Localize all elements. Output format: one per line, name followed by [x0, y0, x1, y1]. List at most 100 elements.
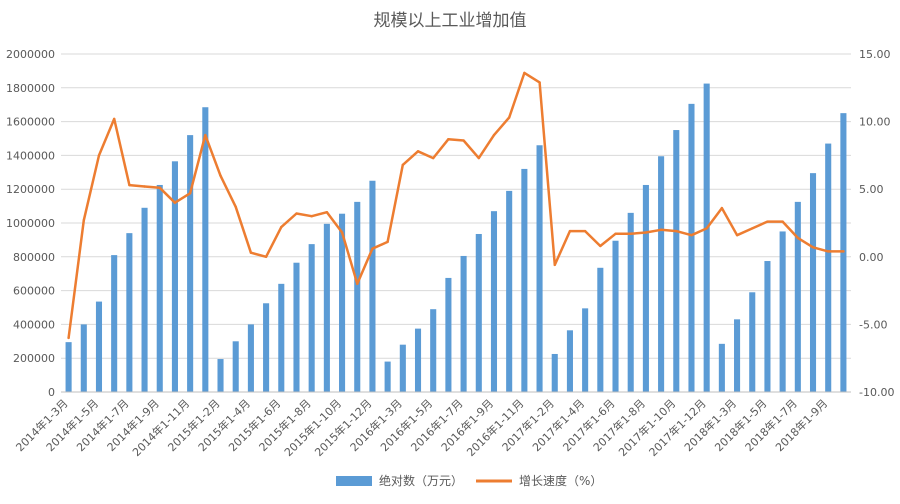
- bar: [263, 303, 270, 392]
- bar: [126, 233, 133, 392]
- left-tick-label: 400000: [13, 318, 55, 331]
- left-tick-label: 1400000: [6, 149, 55, 162]
- line-point: [356, 282, 359, 286]
- bar: [95, 301, 103, 392]
- bar: [339, 213, 346, 392]
- line-point: [477, 156, 480, 160]
- right-tick-label: 5.00: [859, 183, 884, 196]
- line-point: [188, 192, 192, 195]
- line-point: [295, 212, 298, 215]
- line-point: [675, 229, 678, 233]
- line-point: [735, 233, 739, 237]
- bar: [506, 190, 513, 392]
- line-point: [690, 233, 693, 237]
- left-tick-label: 200000: [13, 352, 55, 365]
- bar: [794, 201, 801, 392]
- bar: [749, 292, 756, 392]
- bar: [202, 107, 209, 393]
- line-point: [659, 228, 663, 231]
- bar: [354, 201, 361, 392]
- line-point: [629, 232, 632, 236]
- bar-series: [65, 83, 847, 393]
- bar: [111, 255, 118, 392]
- bar: [688, 103, 695, 392]
- x-tick-label: 2014年1-3月: [13, 396, 71, 454]
- bar: [551, 353, 558, 392]
- left-tick-label: 2000000: [6, 48, 55, 61]
- bar: [521, 168, 528, 392]
- legend-bar-swatch: [336, 476, 372, 486]
- left-tick-label: 0: [48, 386, 55, 399]
- left-tick-label: 1200000: [6, 183, 55, 196]
- x-tick-label: 2014年1-9月: [104, 396, 162, 454]
- line-point: [553, 263, 556, 267]
- line-point: [462, 139, 465, 142]
- line-series: [67, 71, 845, 340]
- bar: [308, 244, 315, 392]
- line-point: [751, 227, 754, 230]
- bar: [642, 184, 649, 392]
- bar: [734, 319, 741, 392]
- bar: [718, 343, 725, 392]
- line-point: [158, 186, 161, 190]
- bar: [779, 231, 786, 392]
- chart-title: 规模以上工业增加值: [374, 11, 527, 31]
- bar: [536, 145, 543, 392]
- bar: [80, 324, 87, 392]
- x-tick-label: 2018年1-7月: [742, 396, 800, 454]
- line-point: [766, 220, 769, 223]
- bar: [141, 207, 148, 392]
- x-tick-label: 2017年1-8月: [590, 396, 648, 454]
- x-tick-label: 2018年1-9月: [772, 396, 830, 454]
- legend-bar-label: 绝对数（万元）: [379, 473, 463, 488]
- line-point: [371, 247, 374, 250]
- right-tick-label: 0.00: [859, 251, 884, 264]
- line-point: [97, 154, 101, 157]
- x-tick-label: 2018年1-5月: [712, 396, 770, 454]
- bar: [612, 240, 619, 392]
- line-point: [340, 231, 344, 234]
- line-point: [325, 210, 329, 214]
- line-point: [234, 205, 237, 208]
- line-point: [568, 229, 572, 233]
- bar: [627, 212, 634, 392]
- left-tick-label: 600000: [13, 285, 55, 298]
- line-point: [523, 71, 526, 75]
- line-point: [614, 232, 617, 236]
- bar: [217, 359, 224, 392]
- line-point: [112, 117, 116, 121]
- x-tick-label: 2017年1-4月: [529, 396, 587, 454]
- line-point: [705, 227, 708, 230]
- bar: [293, 262, 300, 392]
- line-point: [264, 255, 268, 258]
- x-tick-label: 2016年1-7月: [408, 396, 466, 454]
- bar: [475, 233, 482, 392]
- bar: [597, 267, 604, 392]
- line-point: [386, 240, 389, 244]
- x-tick-label: 2015年1-4月: [195, 396, 253, 454]
- bar: [703, 83, 710, 392]
- bar: [460, 255, 467, 392]
- bar: [582, 308, 589, 392]
- line-point: [310, 215, 313, 218]
- bar: [369, 180, 376, 392]
- line-point: [432, 156, 435, 160]
- line-point: [781, 220, 784, 223]
- line-point: [249, 251, 253, 254]
- x-tick-label: 2016年1-3月: [347, 396, 405, 454]
- bar: [825, 143, 832, 392]
- line-point: [811, 246, 815, 249]
- bar: [414, 328, 422, 392]
- line-point: [599, 244, 602, 248]
- left-tick-label: 1000000: [6, 217, 55, 230]
- left-tick-label: 1600000: [6, 116, 55, 129]
- line-point: [204, 133, 207, 137]
- line-point: [827, 250, 830, 253]
- x-tick-label: 2017年1-6月: [560, 396, 618, 454]
- grid-lines: [61, 53, 851, 393]
- line-point: [492, 133, 496, 137]
- growth-rate-line: [67, 71, 845, 340]
- x-axis: 2014年1-3月2014年1-5月2014年1-7月2014年1-9月2014…: [13, 391, 851, 459]
- x-tick-label: 2017年1-2月: [499, 396, 557, 454]
